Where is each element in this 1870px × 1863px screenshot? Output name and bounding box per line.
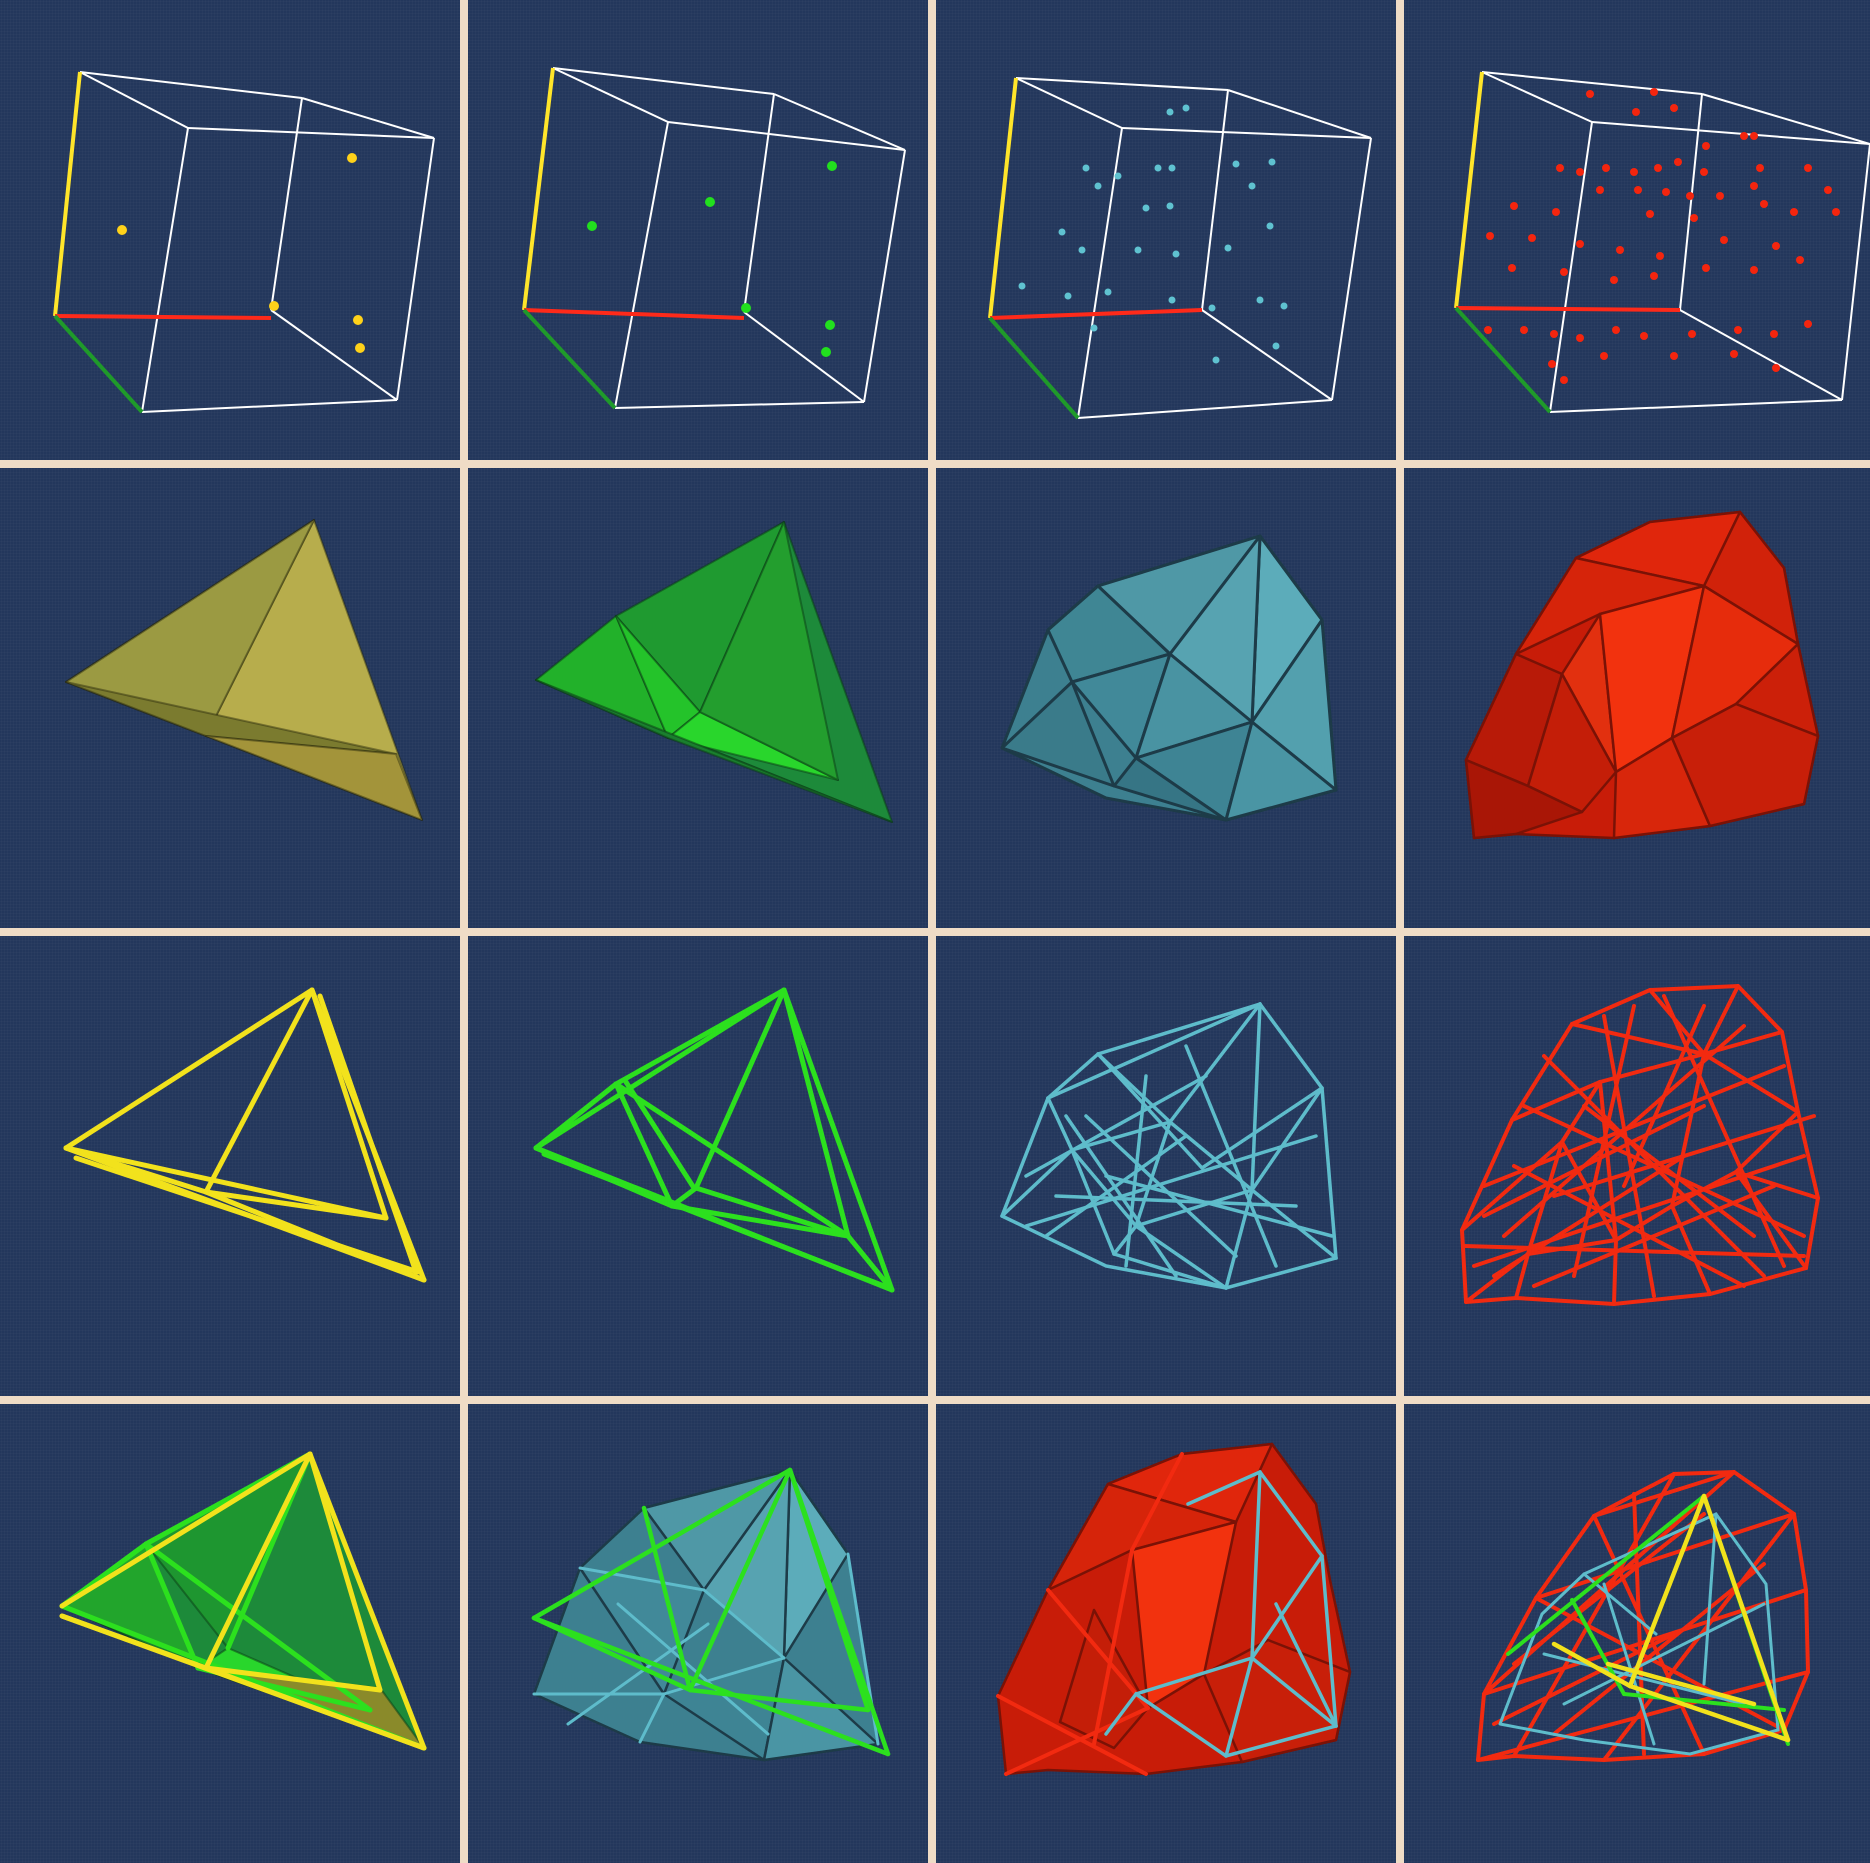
bounding-box	[1481, 71, 1870, 413]
z-axis-line	[1454, 306, 1552, 414]
y-axis-line	[1454, 71, 1484, 309]
panel-r3-c4	[1404, 936, 1870, 1404]
cyan-wire-edges	[1104, 1470, 1338, 1758]
point-cloud-cyan	[988, 77, 1372, 420]
wireframe-green	[533, 987, 895, 1293]
panel-r3-c3	[936, 936, 1404, 1404]
solid-hull-cyan	[1000, 534, 1338, 822]
solid-hull-yellow	[65, 519, 423, 821]
solid-hull-green	[535, 521, 893, 823]
wire-edges	[533, 987, 895, 1293]
panel-r2-c2	[468, 468, 936, 936]
overlay-cyan-over-red	[996, 1442, 1352, 1776]
panel-r4-c3	[936, 1404, 1404, 1863]
panel-r3-c1	[0, 936, 468, 1404]
wire-edges	[63, 987, 427, 1283]
wireframe-yellow	[63, 987, 427, 1283]
panel-r1-c2	[468, 0, 936, 468]
panel-r1-c1	[0, 0, 468, 468]
overlay-yellow-over-green	[59, 1451, 427, 1751]
z-axis-line	[53, 314, 144, 414]
wire-edges	[1459, 983, 1821, 1307]
panel-r2-c1	[0, 468, 468, 936]
red-wire-edges	[1476, 1469, 1811, 1763]
overlay-all-combined	[1476, 1469, 1811, 1763]
panel-r4-c2	[468, 1404, 936, 1863]
hull-face	[1464, 758, 1584, 840]
point-cloud-red	[1454, 71, 1870, 414]
wire-edges	[1000, 1001, 1338, 1290]
panel-r1-c3	[936, 0, 1404, 468]
z-axis-line	[988, 316, 1080, 420]
solid-hull-red	[1464, 510, 1820, 840]
wireframe-cyan	[1000, 1001, 1338, 1290]
z-axis-line	[522, 308, 617, 410]
y-axis-line	[988, 77, 1018, 319]
hull-face	[699, 521, 839, 781]
panel-r3-c2	[468, 936, 936, 1404]
bounding-box	[54, 71, 435, 413]
x-axis-line	[1455, 306, 1681, 312]
points	[117, 153, 365, 353]
overlay-green-over-cyan	[531, 1467, 891, 1762]
point-cloud-yellow	[53, 71, 435, 414]
points	[587, 161, 837, 357]
panel-r1-c4	[1404, 0, 1870, 468]
green-wire-edges	[531, 1467, 891, 1757]
points	[1018, 104, 1288, 364]
cyan-wire-edges	[532, 1552, 880, 1746]
y-axis-line	[53, 71, 82, 317]
x-axis-line	[989, 308, 1203, 320]
bounding-box	[1015, 77, 1372, 419]
hull-face	[1670, 702, 1820, 828]
hull-face	[1112, 756, 1228, 822]
hull-face	[535, 679, 893, 823]
points	[1484, 88, 1840, 384]
panel-r4-c4	[1404, 1404, 1870, 1863]
yellow-wire-edges	[1551, 1493, 1791, 1743]
panel-r2-c4	[1404, 468, 1870, 936]
wireframe-red	[1459, 983, 1821, 1307]
red-wire-edges	[996, 1452, 1184, 1776]
panel-r4-c1	[0, 1404, 468, 1863]
hull-face	[1000, 680, 1116, 788]
yellow-wire-edges	[59, 1451, 427, 1751]
panel-r2-c3	[936, 468, 1404, 936]
bounding-box	[552, 67, 906, 409]
x-axis-line	[54, 314, 272, 320]
hull-face	[205, 735, 423, 821]
y-axis-line	[522, 67, 555, 311]
hull-face	[1224, 720, 1338, 822]
x-axis-line	[523, 308, 745, 320]
point-cloud-green	[522, 67, 906, 410]
